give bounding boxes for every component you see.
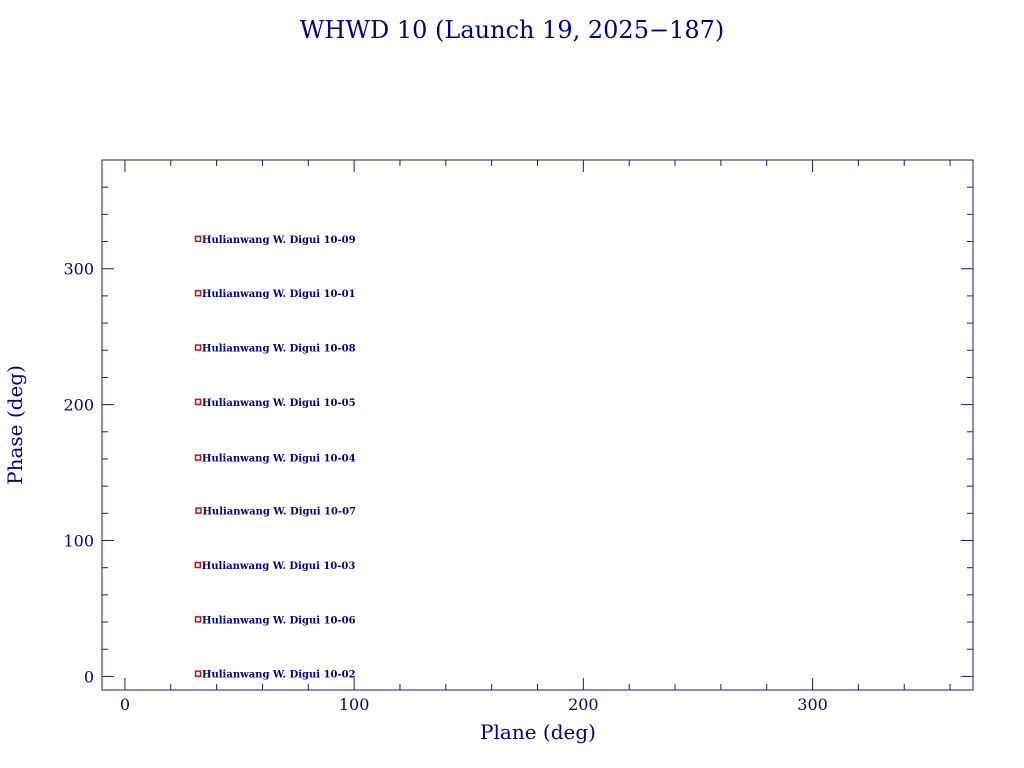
data-point: Hulianwang W. Digui 10-01 (194, 289, 356, 300)
y-tick-label: 300 (63, 260, 94, 279)
point-label: Hulianwang W. Digui 10-06 (202, 615, 356, 626)
point-marker (195, 507, 202, 514)
axis-tick-labels: 0 100 200 300 0 100 200 300 (63, 260, 827, 714)
point-label: Hulianwang W. Digui 10-04 (202, 454, 356, 465)
point-marker (194, 235, 202, 243)
point-marker (194, 289, 202, 297)
data-point: Hulianwang W. Digui 10-02 (194, 670, 356, 681)
x-tick-label: 200 (568, 695, 599, 714)
x-tick-label: 100 (339, 695, 370, 714)
point-marker (194, 398, 202, 406)
data-point: Hulianwang W. Digui 10-05 (194, 398, 356, 409)
data-point: Hulianwang W. Digui 10-07 (195, 507, 356, 518)
x-axis-label: Plane (deg) (480, 720, 596, 744)
x-tick-label: 0 (120, 695, 130, 714)
point-marker (194, 344, 202, 351)
axis-ticks (102, 159, 973, 690)
point-label: Hulianwang W. Digui 10-09 (202, 235, 356, 246)
data-point: Hulianwang W. Digui 10-03 (194, 561, 356, 572)
y-tick-label: 0 (84, 667, 94, 686)
data-point: Hulianwang W. Digui 10-08 (194, 344, 356, 355)
y-axis-label: Phase (deg) (3, 365, 27, 485)
point-label: Hulianwang W. Digui 10-02 (202, 670, 356, 681)
point-label: Hulianwang W. Digui 10-08 (202, 344, 356, 355)
data-point: Hulianwang W. Digui 10-06 (194, 615, 356, 626)
point-label: Hulianwang W. Digui 10-03 (202, 561, 356, 572)
point-marker (194, 561, 202, 569)
y-tick-label: 100 (63, 532, 94, 551)
point-marker (194, 454, 202, 461)
x-tick-label: 300 (797, 695, 828, 714)
data-point: Hulianwang W. Digui 10-04 (194, 454, 356, 465)
data-point: Hulianwang W. Digui 10-09 (194, 235, 356, 246)
y-tick-label: 200 (63, 396, 94, 415)
chart-title: WHWD 10 (Launch 19, 2025−187) (300, 16, 725, 44)
point-marker (194, 670, 202, 677)
data-points: Hulianwang W. Digui 10-09 Hulianwang W. D… (194, 235, 356, 681)
point-label: Hulianwang W. Digui 10-05 (202, 398, 356, 409)
point-label: Hulianwang W. Digui 10-01 (202, 289, 356, 300)
point-marker (194, 616, 202, 623)
point-label: Hulianwang W. Digui 10-07 (202, 507, 356, 518)
